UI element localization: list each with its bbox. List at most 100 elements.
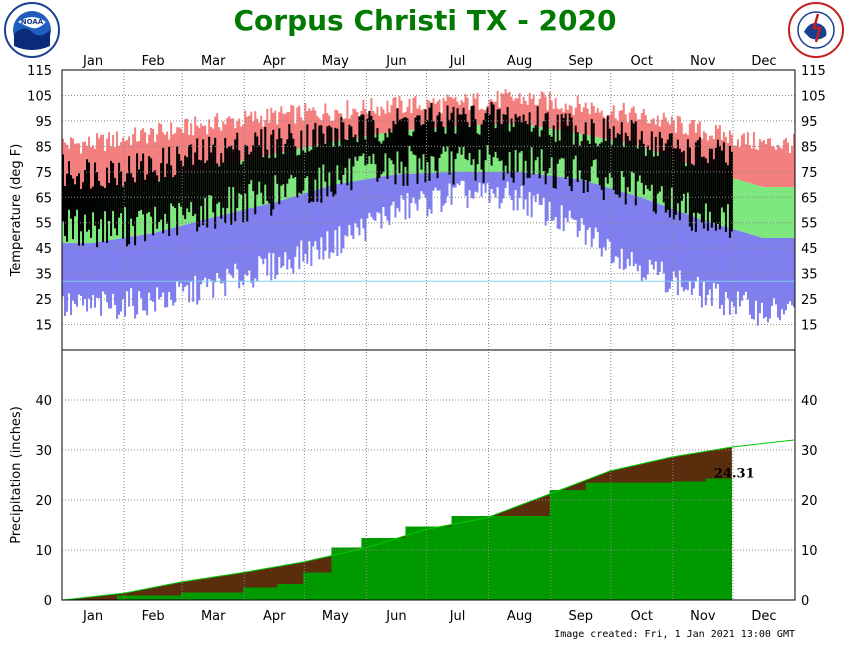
observed-temperature-bar xyxy=(230,145,233,225)
observed-temperature-bar xyxy=(618,134,621,198)
observed-temperature-bar xyxy=(490,102,493,166)
observed-temperature-bar xyxy=(642,143,645,195)
observed-temperature-bar xyxy=(564,113,567,179)
observed-temperature-bar xyxy=(74,184,77,217)
observed-temperature-bar xyxy=(186,157,189,209)
observed-temperature-bar xyxy=(440,121,443,154)
observed-temperature-bar xyxy=(128,155,131,245)
observed-temperature-bar xyxy=(396,108,399,152)
observed-temperature-bar xyxy=(130,173,133,219)
record-high-band xyxy=(62,89,795,193)
observed-temperature-bar xyxy=(200,160,203,207)
observed-temperature-bar xyxy=(720,150,723,208)
temperature-tick-label-left: 55 xyxy=(35,217,52,232)
observed-temperature-bar xyxy=(246,145,249,222)
month-label-bottom: Oct xyxy=(631,609,653,624)
observed-temperature-bar xyxy=(442,126,445,147)
observed-temperature-bar xyxy=(542,121,545,172)
observed-temperature-bar xyxy=(68,161,71,210)
observed-temperature-bar xyxy=(408,135,411,146)
observed-temperature-bar xyxy=(376,128,379,182)
month-label-bottom: Aug xyxy=(507,609,532,624)
observed-temperature-bar xyxy=(106,167,109,243)
observed-temperature-bar xyxy=(348,124,351,159)
month-label-top: May xyxy=(322,54,349,69)
observed-temperature-bar xyxy=(506,107,509,174)
observed-temperature-bar xyxy=(262,157,265,205)
observed-temperature-bar xyxy=(320,125,323,203)
observed-temperature-bar xyxy=(592,123,595,161)
observed-temperature-bar xyxy=(290,133,293,175)
observed-temperature-bar xyxy=(450,112,453,152)
observed-temperature-bar xyxy=(204,162,207,198)
observed-temperature-bar xyxy=(416,115,419,184)
observed-temperature-bar xyxy=(352,137,355,167)
observed-temperature-bar xyxy=(492,104,495,158)
observed-temperature-bar xyxy=(686,139,689,193)
observed-temperature-bar xyxy=(550,136,553,158)
axes: 15 15 25 25 35 35 45 45 55 55 65 65 75 75 85 85 95 95 105 1… xyxy=(9,54,826,624)
observed-temperature-bar xyxy=(522,114,525,186)
observed-temperature-bar xyxy=(708,148,711,212)
month-label-top: Oct xyxy=(631,54,653,69)
month-label-top: Feb xyxy=(142,54,165,69)
observed-temperature-bar xyxy=(696,140,699,213)
observed-temperature-bar xyxy=(634,121,637,206)
observed-temperature-bar xyxy=(672,147,675,220)
observed-temperature-bar xyxy=(566,125,569,177)
observed-temperature-bar xyxy=(138,169,141,211)
observed-temperature-bar xyxy=(568,113,571,187)
observed-temperature-bar xyxy=(132,177,135,226)
precipitation-tick-label-left: 0 xyxy=(44,594,52,609)
observed-temperature-bar xyxy=(722,142,725,213)
temperature-tick-label-left: 115 xyxy=(27,64,52,79)
observed-temperature-bar xyxy=(258,145,261,182)
observed-temperature-bar xyxy=(466,122,469,161)
observed-temperature-bar xyxy=(556,114,559,164)
observed-temperature-bar xyxy=(546,112,549,174)
observed-temperature-bar xyxy=(516,117,519,173)
month-label-bottom: Sep xyxy=(568,609,593,624)
month-label-bottom: Dec xyxy=(751,609,776,624)
temperature-tick-label-right: 105 xyxy=(801,89,826,104)
observed-temperature-bar xyxy=(158,181,161,222)
observed-temperature-bar xyxy=(164,177,167,214)
observed-temperature-bar xyxy=(380,143,383,175)
observed-temperature-bar xyxy=(388,128,391,159)
observed-temperature-bar xyxy=(304,152,307,179)
observed-temperature-bar xyxy=(650,131,653,185)
observed-temperature-bar xyxy=(208,136,211,196)
observed-temperature-bar xyxy=(324,143,327,182)
observed-temperature-bar xyxy=(252,145,255,192)
observed-temperature-bar xyxy=(360,114,363,156)
observed-temperature-bar xyxy=(326,126,329,197)
observed-temperature-bar xyxy=(482,119,485,183)
observed-temperature-bar xyxy=(470,106,473,165)
temperature-axis-label: Temperature (deg F) xyxy=(9,144,24,278)
observed-temperature-bar xyxy=(288,124,291,179)
observed-temperature-bar xyxy=(322,133,325,165)
precipitation-tick-label-left: 10 xyxy=(35,544,52,559)
observed-temperature-bar xyxy=(334,127,337,195)
observed-temperature-bar xyxy=(716,139,719,224)
observed-temperature-bar xyxy=(248,154,251,185)
observed-temperature-bar xyxy=(80,189,83,232)
observed-temperature-bar xyxy=(394,124,397,185)
month-label-bottom: Jun xyxy=(385,609,406,624)
observed-temperature-bar xyxy=(194,152,197,214)
observed-temperature-bar xyxy=(432,121,435,157)
observed-temperature-bar xyxy=(628,140,631,192)
observed-temperature-bar xyxy=(690,163,693,231)
observed-temperature-bar xyxy=(426,120,429,162)
observed-temperature-bar xyxy=(98,181,101,230)
observed-temperature-bar xyxy=(464,114,467,159)
observed-temperature-bar xyxy=(294,146,297,178)
observed-temperature-bar xyxy=(496,109,499,159)
observed-temperature-bar xyxy=(484,113,487,161)
observed-temperature-bar xyxy=(500,124,503,161)
observed-temperature-bar xyxy=(390,132,393,161)
observed-temperature-bar xyxy=(162,147,165,234)
observed-temperature-bar xyxy=(594,143,597,160)
observed-temperature-bar xyxy=(630,120,633,172)
observed-temperature-bar xyxy=(624,132,627,205)
